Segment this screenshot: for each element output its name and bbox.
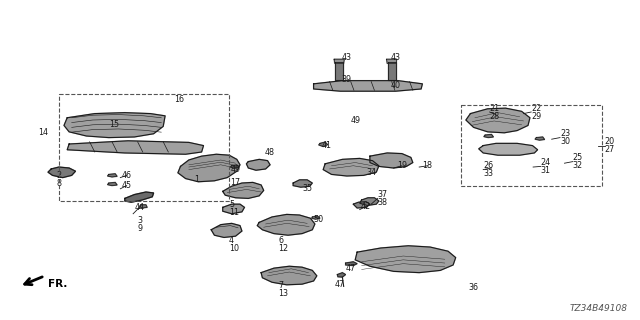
- Text: 5: 5: [229, 199, 234, 209]
- Text: 16: 16: [174, 95, 184, 104]
- Text: 42: 42: [361, 202, 371, 211]
- Polygon shape: [312, 216, 320, 219]
- Text: 9: 9: [138, 223, 143, 233]
- Text: 3: 3: [138, 215, 143, 225]
- Polygon shape: [319, 142, 328, 147]
- Text: 48: 48: [265, 148, 275, 157]
- Polygon shape: [257, 214, 315, 235]
- Polygon shape: [479, 143, 538, 155]
- Polygon shape: [353, 202, 370, 208]
- Text: 12: 12: [278, 244, 289, 253]
- Text: 18: 18: [422, 161, 433, 170]
- Polygon shape: [387, 59, 397, 63]
- Text: 28: 28: [490, 111, 500, 121]
- Text: 17: 17: [230, 178, 241, 187]
- Text: 8: 8: [56, 179, 61, 188]
- Text: 37: 37: [378, 190, 388, 199]
- Text: 35: 35: [302, 184, 312, 193]
- Polygon shape: [246, 159, 270, 170]
- Text: 27: 27: [605, 145, 615, 154]
- Text: 1: 1: [195, 175, 200, 184]
- Polygon shape: [355, 246, 456, 273]
- Polygon shape: [314, 81, 422, 91]
- Polygon shape: [337, 273, 346, 277]
- Text: 22: 22: [531, 103, 541, 113]
- Text: 49: 49: [230, 165, 241, 174]
- Polygon shape: [323, 158, 379, 176]
- Text: 43: 43: [390, 53, 401, 62]
- Text: 2: 2: [56, 171, 61, 180]
- Text: 50: 50: [314, 215, 324, 224]
- Text: 14: 14: [38, 128, 49, 137]
- Polygon shape: [335, 62, 343, 80]
- Polygon shape: [261, 266, 317, 285]
- Polygon shape: [370, 153, 413, 168]
- Text: 23: 23: [560, 129, 570, 138]
- Polygon shape: [223, 182, 264, 198]
- Polygon shape: [125, 192, 154, 202]
- Text: 41: 41: [321, 141, 332, 150]
- Polygon shape: [334, 59, 344, 63]
- Text: 45: 45: [122, 181, 132, 190]
- Polygon shape: [293, 180, 312, 187]
- Text: 20: 20: [605, 137, 615, 146]
- Text: 36: 36: [468, 284, 479, 292]
- Polygon shape: [388, 62, 396, 80]
- Text: 4: 4: [229, 236, 234, 245]
- Text: TZ34B49108: TZ34B49108: [569, 304, 627, 313]
- Text: 47: 47: [346, 264, 356, 273]
- Text: 19: 19: [397, 161, 407, 170]
- Text: 15: 15: [109, 120, 119, 129]
- Polygon shape: [466, 108, 530, 133]
- Text: 24: 24: [541, 158, 551, 167]
- Text: 34: 34: [366, 168, 376, 177]
- Polygon shape: [484, 134, 493, 138]
- Polygon shape: [108, 182, 117, 186]
- Polygon shape: [108, 174, 117, 177]
- Polygon shape: [67, 141, 204, 154]
- Text: 11: 11: [229, 207, 239, 217]
- Text: 10: 10: [229, 244, 239, 253]
- Text: 25: 25: [573, 153, 583, 162]
- Text: 6: 6: [278, 236, 284, 245]
- Polygon shape: [64, 113, 165, 138]
- Text: 21: 21: [490, 103, 500, 113]
- Text: FR.: FR.: [48, 279, 67, 289]
- Text: 46: 46: [122, 171, 132, 180]
- Text: 39: 39: [342, 75, 352, 84]
- Text: 7: 7: [278, 281, 284, 290]
- Polygon shape: [178, 154, 240, 182]
- Bar: [461, 105, 602, 186]
- Polygon shape: [360, 198, 379, 205]
- Bar: [59, 94, 229, 201]
- Text: 33: 33: [483, 169, 493, 178]
- Text: 38: 38: [378, 198, 388, 207]
- Polygon shape: [48, 167, 76, 178]
- Text: 44: 44: [134, 203, 145, 212]
- Text: 40: 40: [390, 81, 401, 90]
- Text: 32: 32: [573, 161, 583, 170]
- Text: 47: 47: [334, 280, 344, 289]
- Text: 29: 29: [531, 111, 541, 121]
- Text: 30: 30: [560, 137, 570, 146]
- Polygon shape: [211, 223, 242, 237]
- Text: 13: 13: [278, 289, 289, 298]
- Polygon shape: [346, 262, 357, 266]
- Polygon shape: [230, 165, 239, 168]
- Text: 49: 49: [350, 116, 360, 125]
- Text: 26: 26: [483, 161, 493, 170]
- Polygon shape: [535, 137, 545, 140]
- Text: 31: 31: [541, 166, 551, 175]
- Text: 43: 43: [342, 53, 352, 62]
- Polygon shape: [140, 205, 147, 208]
- Polygon shape: [223, 204, 244, 214]
